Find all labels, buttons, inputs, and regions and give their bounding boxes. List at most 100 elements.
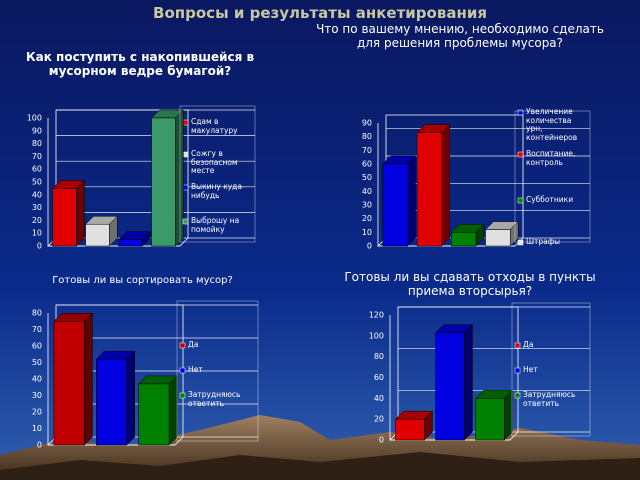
legend-frame [511,302,591,437]
legend-swatch [179,392,186,399]
chart-title: Готовы ли вы сортировать мусор? [52,275,233,286]
y-tick-label: 0 [37,441,42,450]
y-tick-label: 40 [374,394,384,403]
bar-side [407,155,416,247]
bar [435,332,465,441]
legend-label: Воспитание, контроль [526,149,576,167]
legend-label: Нет [188,365,203,374]
bar [52,188,77,247]
y-tick-label: 20 [362,214,372,223]
y-tick-label: 100 [27,114,42,123]
bar [475,398,505,441]
bar [138,383,170,446]
legend-swatch [514,367,521,374]
bar-side [84,312,93,446]
y-tick-label: 60 [32,342,42,351]
legend-swatch [182,151,189,158]
bar [96,358,127,446]
legend-frame [514,110,591,243]
legend-label: Выброшу на помойку [191,216,240,234]
y-tick-label: 30 [362,201,372,210]
bar [382,163,408,247]
y-tick-label: 70 [362,146,372,155]
y-tick-label: 70 [32,325,42,334]
y-tick-label: 30 [32,391,42,400]
legend-label: Затрудняюсь ответить [523,390,576,408]
bar-side [464,324,473,441]
legend-swatch [179,342,186,349]
legend-frame [179,105,256,243]
legend-label: Да [523,340,534,349]
y-tick-label: 90 [362,119,372,128]
legend-swatch [182,184,189,191]
bar [85,223,110,247]
bar [118,239,143,247]
bar-side [504,389,513,441]
y-tick-label: 80 [32,309,42,318]
y-tick-label: 120 [369,311,384,320]
bar [151,117,176,247]
legend-label: Сдам в макулатуру [191,117,238,135]
legend-label: Затрудняюсь ответить [188,390,241,408]
bar [395,418,425,441]
legend-frame [176,300,259,442]
legend-swatch [514,392,521,399]
y-tick-label: 40 [362,187,372,196]
bar [451,232,477,247]
legend-label: Штрафы [526,237,561,246]
legend-swatch [182,218,189,225]
y-tick-label: 50 [32,178,42,187]
chart-title: Что по вашему мнению, необходимо сделать… [316,22,604,51]
y-tick-label: 10 [32,229,42,238]
y-tick-label: 50 [32,358,42,367]
y-tick-label: 0 [37,242,42,251]
y-tick-label: 80 [32,139,42,148]
legend-label: Субботники [526,195,574,204]
legend-swatch [514,342,521,349]
y-tick-label: 60 [362,160,372,169]
bar-side [76,179,85,247]
bar-side [175,109,184,247]
chart-title: Готовы ли вы сдавать отходы в пункты при… [344,270,596,299]
y-tick-label: 20 [32,216,42,225]
bar [53,321,85,446]
y-tick-label: 40 [32,190,42,199]
y-tick-label: 60 [374,373,384,382]
y-tick-label: 10 [32,424,42,433]
legend-swatch [517,109,524,116]
y-tick-label: 100 [369,331,384,340]
legend-label: Увеличение количества урн, контейнеров [526,107,578,142]
y-tick-label: 30 [32,203,42,212]
legend-swatch [517,151,524,158]
y-tick-label: 80 [374,352,384,361]
legend-swatch [179,367,186,374]
bar [485,229,511,247]
legend-label: Нет [523,365,538,374]
slide-title: Вопросы и результаты анкетирования [153,4,487,22]
legend-swatch [517,239,524,246]
legend-label: Выкину куда-нибудь [191,182,245,200]
y-tick-label: 10 [362,228,372,237]
y-tick-label: 50 [362,173,372,182]
y-tick-label: 20 [32,408,42,417]
legend-swatch [517,197,524,204]
legend-swatch [182,119,189,126]
legend-label: Сожгу в безопасном месте [191,149,238,176]
bar [416,132,442,247]
y-tick-label: 20 [374,415,384,424]
bar-side [168,375,178,446]
y-tick-label: 40 [32,375,42,384]
y-tick-label: 80 [362,132,372,141]
y-tick-label: 70 [32,152,42,161]
y-tick-label: 90 [32,126,42,135]
y-tick-label: 0 [379,436,384,445]
bar-side [441,123,450,247]
y-tick-label: 60 [32,165,42,174]
y-tick-label: 0 [367,242,372,251]
bar-side [126,350,135,446]
mountains-front [0,452,640,480]
legend-label: Да [188,340,199,349]
chart-title: Как поступить с накопившейся в мусорном … [25,50,255,79]
